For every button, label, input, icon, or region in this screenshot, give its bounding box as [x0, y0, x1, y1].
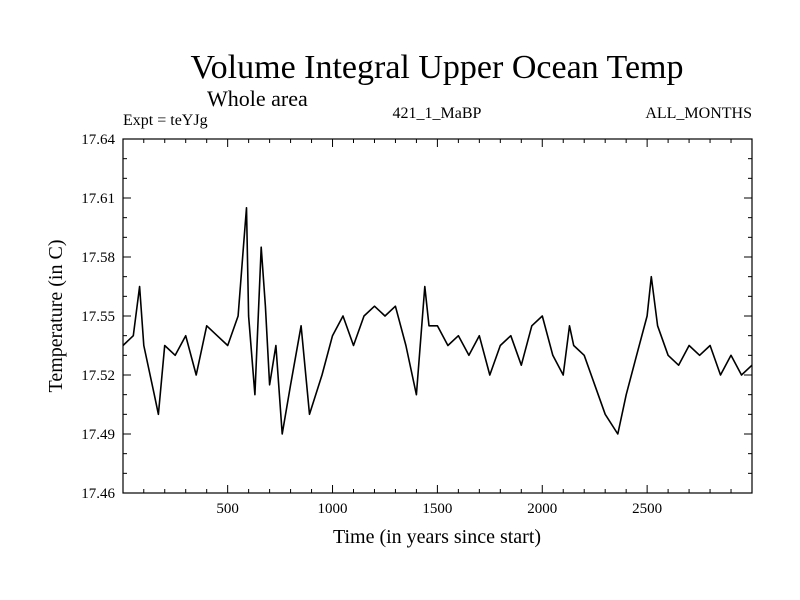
x-axis-label: Time (in years since start)	[333, 526, 541, 548]
y-axis-label: Temperature (in C)	[45, 240, 67, 393]
x-tick-label: 2000	[527, 501, 557, 517]
plot-frame	[122, 138, 753, 494]
x-tick-label: 1000	[318, 501, 348, 517]
x-tick-label: 500	[216, 501, 239, 517]
chart-subtitle: Whole area	[207, 86, 308, 111]
chart-title: Volume Integral Upper Ocean Temp	[191, 49, 684, 86]
axis-ticks	[123, 138, 752, 494]
y-tick-label: 17.46	[81, 486, 115, 502]
y-tick-label: 17.52	[81, 368, 115, 384]
run-label: 421_1_MaBP	[393, 105, 482, 122]
x-tick-label: 1500	[422, 501, 452, 517]
series-line	[122, 207, 753, 435]
x-tick-label: 2500	[632, 501, 662, 517]
y-tick-label: 17.49	[81, 427, 115, 443]
y-tick-label: 17.64	[81, 132, 115, 148]
axis-tick-labels: 500 1000 1500 2000 2500 17.46 17.49 17.52 17.55 1…	[81, 132, 662, 517]
expt-label: Expt = teYJg	[123, 112, 208, 129]
y-tick-label: 17.55	[81, 309, 115, 325]
y-tick-label: 17.61	[81, 191, 115, 207]
y-tick-label: 17.58	[81, 250, 115, 266]
months-label: ALL_MONTHS	[645, 105, 752, 122]
